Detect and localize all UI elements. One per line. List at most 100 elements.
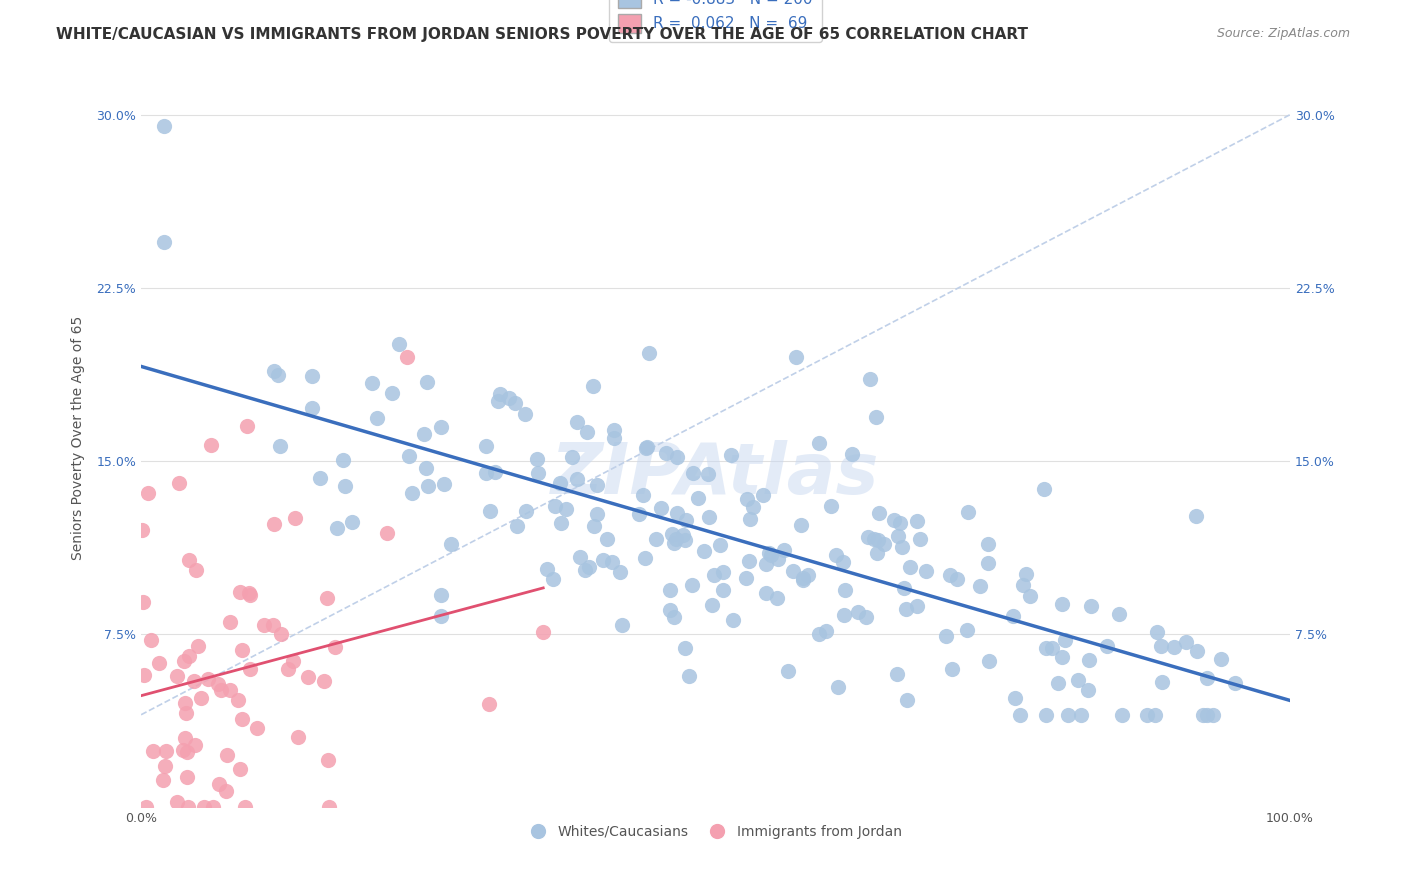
Point [808, 436, 831, 450]
Point [866, 546, 889, 560]
Point [152, 773, 174, 788]
Point [142, 744, 165, 758]
Point [1195, 707, 1218, 722]
Point [977, 654, 1000, 668]
Point [610, 618, 633, 632]
Point [217, 748, 239, 763]
Point [505, 396, 527, 410]
Point [1095, 639, 1118, 653]
Point [659, 603, 682, 617]
Point [1192, 707, 1215, 722]
Point [238, 586, 260, 600]
Point [935, 629, 957, 643]
Point [742, 500, 765, 514]
Point [541, 572, 564, 586]
Point [401, 486, 423, 500]
Point [697, 510, 720, 524]
Point [246, 721, 269, 735]
Point [636, 440, 658, 454]
Text: WHITE/CAUCASIAN VS IMMIGRANTS FROM JORDAN SENIORS POVERTY OVER THE AGE OF 65 COR: WHITE/CAUCASIAN VS IMMIGRANTS FROM JORDA… [56, 27, 1028, 42]
Point [603, 431, 626, 445]
Point [332, 453, 354, 467]
Point [709, 538, 731, 552]
Point [569, 549, 592, 564]
Point [700, 598, 723, 612]
Point [1175, 635, 1198, 649]
Point [208, 777, 231, 791]
Point [755, 586, 778, 600]
Point [941, 662, 963, 676]
Point [1070, 707, 1092, 722]
Point [381, 385, 404, 400]
Point [650, 501, 672, 516]
Point [858, 530, 880, 544]
Point [550, 516, 572, 531]
Point [1185, 644, 1208, 658]
Point [688, 491, 710, 505]
Point [887, 528, 910, 542]
Point [592, 552, 614, 566]
Point [395, 350, 418, 364]
Point [797, 568, 820, 582]
Point [896, 692, 918, 706]
Point [187, 640, 209, 654]
Point [766, 552, 789, 566]
Point [486, 393, 509, 408]
Point [173, 654, 195, 668]
Point [1223, 676, 1246, 690]
Point [664, 610, 686, 624]
Point [301, 401, 323, 416]
Point [1211, 652, 1233, 666]
Point [655, 446, 678, 460]
Point [131, 523, 153, 537]
Point [1033, 482, 1056, 496]
Point [662, 536, 685, 550]
Point [846, 605, 869, 619]
Point [312, 673, 335, 688]
Point [269, 439, 291, 453]
Point [600, 555, 623, 569]
Point [219, 615, 242, 629]
Point [416, 375, 439, 389]
Point [270, 626, 292, 640]
Point [661, 526, 683, 541]
Point [193, 800, 215, 814]
Point [862, 532, 884, 546]
Point [415, 460, 437, 475]
Point [627, 507, 650, 521]
Point [153, 119, 176, 133]
Point [166, 668, 188, 682]
Point [484, 465, 506, 479]
Point [886, 667, 908, 681]
Point [638, 346, 661, 360]
Point [868, 533, 890, 547]
Point [177, 553, 200, 567]
Point [735, 492, 758, 507]
Point [1035, 641, 1057, 656]
Point [889, 516, 911, 530]
Point [531, 624, 554, 639]
Point [905, 599, 928, 614]
Point [1197, 671, 1219, 685]
Point [202, 800, 225, 814]
Point [1035, 707, 1057, 722]
Point [475, 466, 498, 480]
Point [1052, 597, 1074, 611]
Point [673, 640, 696, 655]
Point [172, 743, 194, 757]
Point [135, 800, 157, 814]
Point [316, 753, 339, 767]
Point [723, 613, 745, 627]
Point [666, 506, 689, 520]
Point [956, 623, 979, 637]
Point [755, 557, 778, 571]
Point [190, 690, 212, 705]
Point [132, 595, 155, 609]
Point [430, 420, 453, 434]
Point [773, 542, 796, 557]
Point [711, 565, 734, 579]
Point [841, 447, 863, 461]
Point [703, 568, 725, 582]
Point [758, 546, 780, 560]
Point [665, 450, 688, 464]
